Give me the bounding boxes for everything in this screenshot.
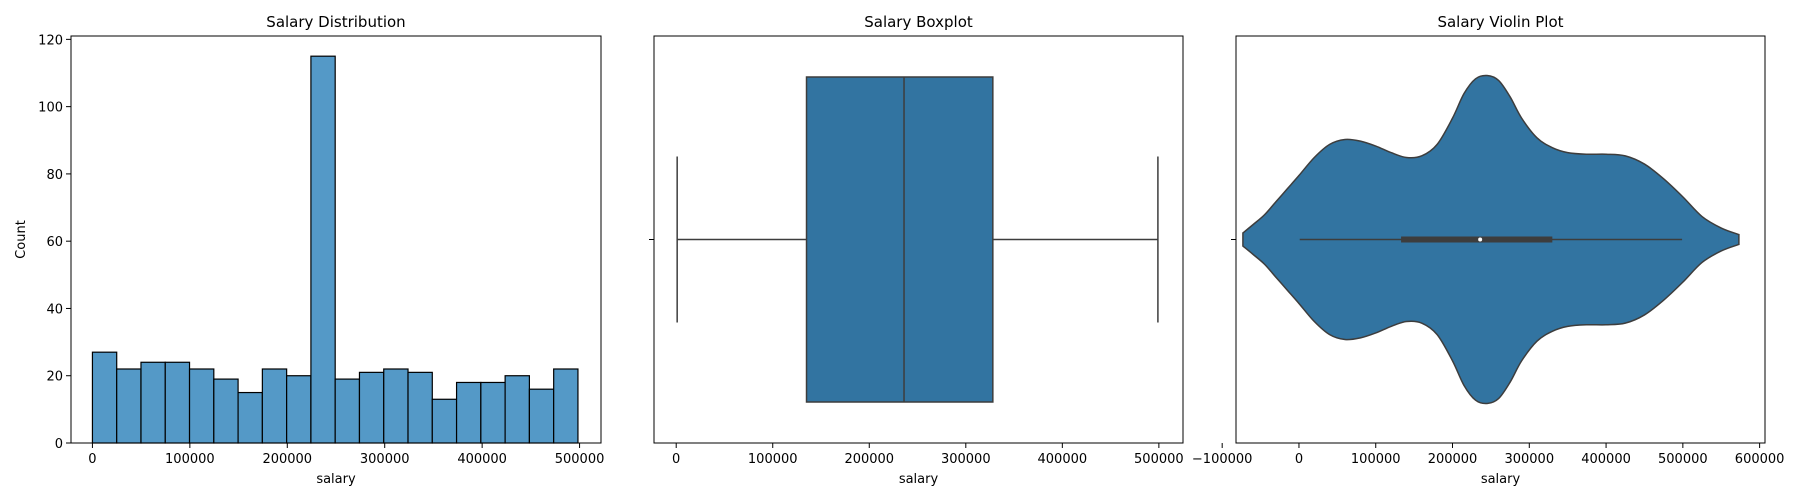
histogram-bar (528, 388, 555, 444)
x-tick-label: 500000 (1658, 452, 1708, 467)
histogram-bar (407, 371, 433, 444)
box-iqr (805, 76, 994, 403)
x-tick-label: 200000 (844, 452, 894, 467)
axes-frame (70, 35, 602, 444)
histogram-bar (237, 391, 263, 444)
x-tick-label: 0 (672, 452, 680, 467)
histogram-bar (504, 375, 530, 444)
y-tick-label: 100 (38, 101, 63, 116)
chart-title: Salary Violin Plot (1437, 13, 1563, 31)
x-tick-label: 0 (88, 452, 96, 467)
y-tick-label: 80 (46, 168, 63, 183)
x-tick-label: 500000 (1134, 452, 1184, 467)
x-tick-label: 100000 (165, 452, 215, 467)
x-axis-label: salary (316, 472, 356, 487)
violin-iqr-box (1401, 236, 1553, 243)
x-tick-label: 100000 (748, 452, 798, 467)
y-tick-label: 0 (55, 437, 63, 452)
x-tick-label: 500000 (555, 452, 605, 467)
y-tick-label: 120 (38, 33, 63, 48)
histogram-bar (358, 371, 385, 444)
chart-title: Salary Boxplot (864, 13, 973, 31)
x-tick-label: 0 (1295, 452, 1303, 467)
histogram-bar (286, 375, 312, 444)
x-tick-label: 200000 (262, 452, 312, 467)
x-tick-label: 600000 (1735, 452, 1785, 467)
x-tick-label: 300000 (360, 452, 410, 467)
x-tick-label: 300000 (941, 452, 991, 467)
histogram-bar (116, 368, 142, 444)
x-tick-label: 400000 (1038, 452, 1088, 467)
y-tick-label: 20 (46, 370, 63, 385)
x-tick-label: 300000 (1504, 452, 1554, 467)
histogram-bar (383, 368, 409, 444)
histogram-bar (261, 368, 288, 444)
y-axis-label: Count (14, 220, 29, 259)
boxplot-panel: 0 100000 200000 300000 400000 500000 salary Sal… (649, 13, 1184, 487)
y-tick-label: 40 (46, 302, 63, 317)
y-tick-label: 60 (46, 235, 63, 250)
histogram-bar (140, 361, 166, 444)
histogram-bar (480, 381, 506, 444)
histogram-bar (310, 55, 336, 444)
x-tick-label: 400000 (457, 452, 507, 467)
histogram-bar (164, 361, 191, 444)
violin-median-dot (1478, 237, 1483, 242)
histogram-bar (455, 381, 482, 444)
histogram-bar (553, 368, 579, 444)
histogram-bar (431, 398, 458, 444)
histogram-bar (188, 368, 215, 444)
histogram-bar (213, 378, 239, 444)
x-tick-label: 200000 (1428, 452, 1478, 467)
violin-panel: −100000 0 100000 200000 300000 400000 500000 60… (1192, 13, 1785, 487)
x-axis-label: salary (1481, 472, 1521, 487)
histogram-panel: 0 20 40 60 80 100 120 Count 0 100000 200000 300000 4… (14, 13, 604, 487)
x-tick-label: 100000 (1351, 452, 1401, 467)
x-axis-label: salary (899, 472, 939, 487)
chart-title: Salary Distribution (266, 13, 405, 31)
histogram-bar (91, 351, 118, 444)
histogram-bar (334, 378, 361, 444)
x-tick-label: 400000 (1581, 452, 1631, 467)
x-tick-label: −100000 (1192, 452, 1253, 467)
